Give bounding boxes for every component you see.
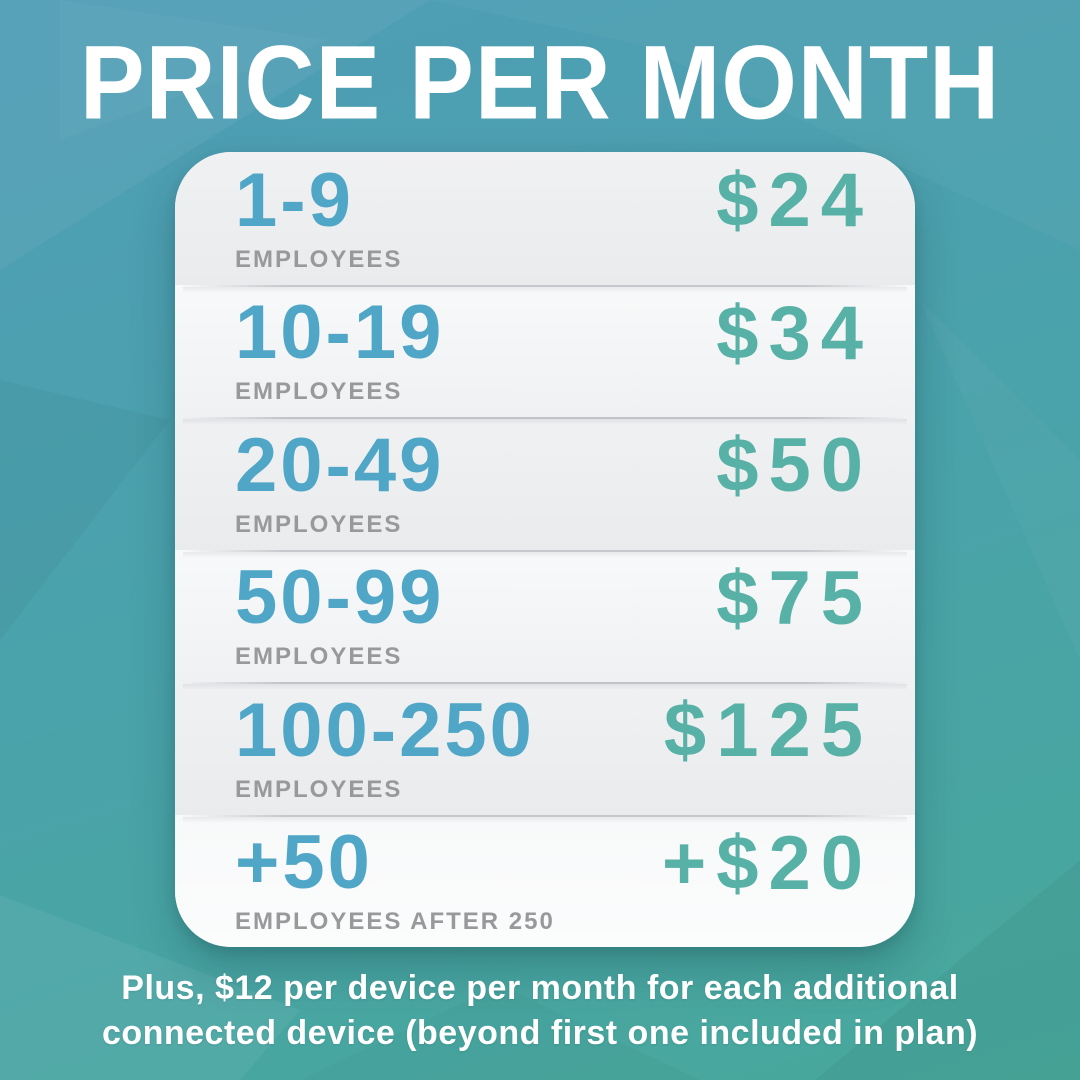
employee-range-block: 20-49 EMPLOYEES	[235, 422, 445, 539]
table-row-10-19: 10-19 EMPLOYEES $34	[175, 284, 915, 417]
table-row-100-250: 100-250 EMPLOYEES $125	[175, 682, 915, 815]
employee-range-label: EMPLOYEES AFTER 250	[235, 908, 555, 936]
employee-range: 1-9	[235, 157, 354, 243]
employee-range-block: 50-99 EMPLOYEES	[235, 560, 444, 671]
employee-range-block: +50 EMPLOYEES AFTER 250	[235, 825, 555, 936]
footer-note-line2: connected device (beyond first one inclu…	[101, 1013, 979, 1052]
price-value: $125	[663, 688, 873, 774]
employee-range-label: EMPLOYEES	[235, 775, 403, 803]
table-row-1-9: 1-9 EMPLOYEES $24	[175, 152, 915, 285]
price-value: +$20	[661, 820, 873, 906]
price-value: $34	[716, 290, 873, 376]
employee-range: 50-99	[235, 555, 445, 641]
employee-range: +50	[235, 820, 373, 906]
employee-range-label: EMPLOYEES	[235, 245, 403, 273]
footer-note: Plus, $12 per device per month for each …	[0, 966, 1080, 1056]
price-value: $75	[716, 555, 873, 641]
employee-range: 100-250	[235, 687, 535, 773]
employee-range-label: EMPLOYEES	[235, 378, 403, 406]
employee-range: 10-19	[235, 290, 445, 376]
price-value: $24	[716, 158, 873, 244]
table-row-20-49: 20-49 EMPLOYEES $50	[175, 417, 915, 550]
employee-range-block: 1-9 EMPLOYEES	[235, 157, 403, 274]
page-title: PRICE PER MONTH	[79, 23, 1001, 141]
price-value: $50	[716, 423, 873, 509]
employee-range-label: EMPLOYEES	[235, 643, 403, 671]
employee-range: 20-49	[235, 422, 445, 508]
employee-range-block: 10-19 EMPLOYEES	[235, 295, 444, 406]
pricing-card: 1-9 EMPLOYEES $24 10-19 EMPLOYEES $34 20…	[175, 152, 915, 947]
table-row-plus-50: +50 EMPLOYEES AFTER 250 +$20	[175, 814, 915, 947]
table-row-50-99: 50-99 EMPLOYEES $75	[175, 549, 915, 682]
employee-range-label: EMPLOYEES	[235, 510, 403, 538]
footer-note-line1: Plus, $12 per device per month for each …	[121, 969, 959, 1007]
employee-range-block: 100-250 EMPLOYEES	[235, 687, 535, 804]
